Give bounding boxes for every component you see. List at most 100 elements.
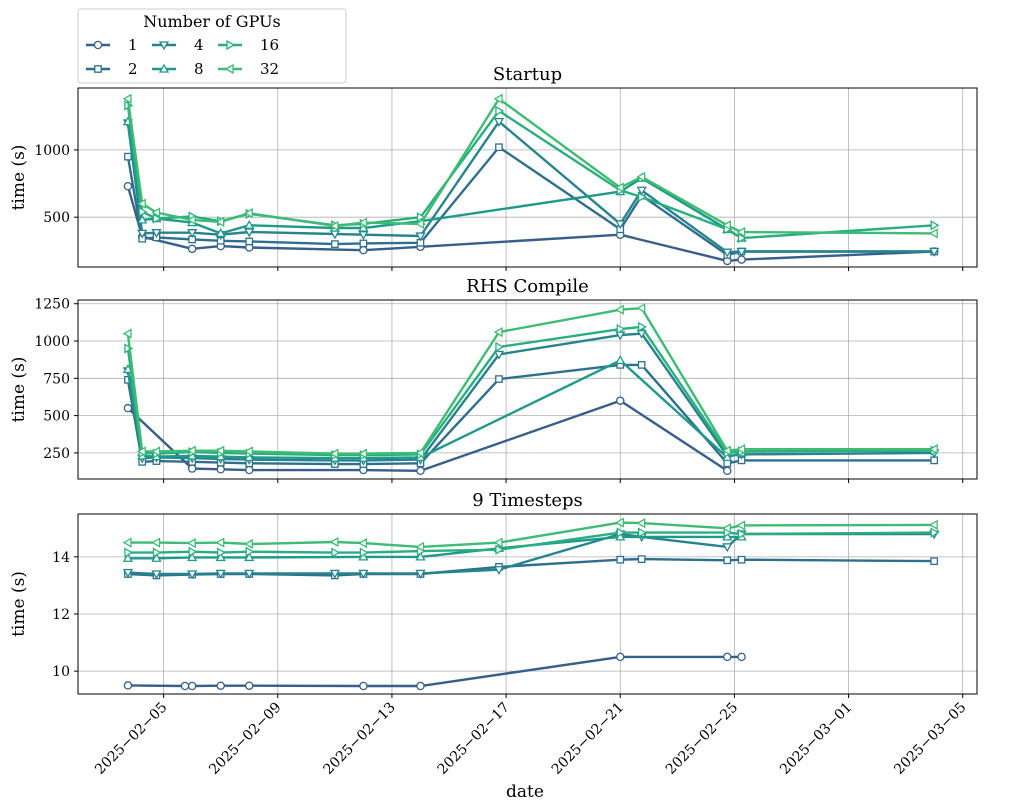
y-tick-label: 14 xyxy=(52,550,70,566)
data-point xyxy=(244,552,255,562)
y-tick-label: 12 xyxy=(52,607,70,623)
data-point xyxy=(152,547,162,558)
x-axis-label: date xyxy=(506,782,544,802)
x-tick-label: 2025−03−05 xyxy=(891,700,969,778)
legend-marker xyxy=(93,40,103,50)
data-point xyxy=(723,466,732,476)
data-point xyxy=(136,446,146,457)
x-axis-tick-labels: 2025−02−05 2025−02−09 2025−02−13 2025−02−17… xyxy=(92,700,969,778)
data-point xyxy=(331,547,341,558)
data-point xyxy=(615,220,626,230)
data-point xyxy=(493,566,505,576)
data-point xyxy=(136,198,146,209)
data-point xyxy=(359,681,368,691)
series-line xyxy=(126,332,935,462)
series-4-gpus xyxy=(122,117,940,258)
axes-frame xyxy=(77,299,978,480)
y-axis-label: time (s) xyxy=(9,357,29,423)
legend-marker xyxy=(226,39,236,51)
data-point xyxy=(416,466,425,476)
legend-item-16: 16 xyxy=(218,36,279,54)
data-point xyxy=(638,321,647,332)
data-point xyxy=(722,248,733,258)
data-point xyxy=(721,445,731,456)
y-tick-label: 500 xyxy=(43,409,70,425)
legend-item-2: 2 xyxy=(86,60,138,78)
legend-item-4: 4 xyxy=(152,36,204,54)
data-point xyxy=(929,247,940,257)
data-point xyxy=(636,171,646,182)
data-point xyxy=(736,226,746,238)
data-point xyxy=(151,570,162,580)
series-32-gpus xyxy=(122,93,938,239)
data-point xyxy=(243,208,253,219)
data-point xyxy=(930,527,940,538)
data-point xyxy=(244,681,254,690)
data-point xyxy=(215,445,225,456)
legend-marker xyxy=(158,41,170,51)
data-point xyxy=(358,569,369,579)
legend-label: 1 xyxy=(128,36,138,54)
data-point xyxy=(151,552,162,562)
legend-frame xyxy=(77,8,347,84)
data-point xyxy=(616,396,625,405)
series-line xyxy=(127,399,728,472)
data-point xyxy=(243,446,253,457)
legend-item-32: 32 xyxy=(218,60,279,78)
data-point xyxy=(138,206,148,217)
series-1-gpus xyxy=(123,396,732,476)
data-point xyxy=(416,681,425,691)
data-point xyxy=(638,191,647,203)
legend-label: 16 xyxy=(260,36,279,54)
data-point xyxy=(736,520,746,531)
data-point xyxy=(493,93,503,104)
subplot-3: 10 12 14 9 Timesteps time (s) xyxy=(9,490,978,698)
data-point xyxy=(614,304,624,315)
data-point xyxy=(495,341,505,353)
legend-item-8: 8 xyxy=(152,60,204,78)
data-point xyxy=(216,681,225,690)
series-2-gpus xyxy=(124,143,939,259)
data-point xyxy=(723,652,732,662)
data-point xyxy=(359,547,369,558)
data-point xyxy=(151,207,161,218)
data-point xyxy=(137,214,148,224)
data-point xyxy=(722,543,733,553)
data-point xyxy=(493,326,503,338)
series-line xyxy=(127,521,935,549)
legend-marker xyxy=(94,65,102,73)
data-point xyxy=(244,465,254,475)
data-point xyxy=(187,244,197,254)
data-point xyxy=(495,544,505,555)
data-point xyxy=(358,231,369,241)
legend-label: 8 xyxy=(194,60,204,78)
x-tick-label: 2025−02−21 xyxy=(549,700,627,778)
data-point xyxy=(187,570,198,580)
data-point xyxy=(723,556,732,565)
legend-title: Number of GPUs xyxy=(143,12,281,31)
subplot-title: Startup xyxy=(493,64,562,85)
subplot-title: RHS Compile xyxy=(466,276,589,297)
data-point xyxy=(245,237,254,246)
data-point xyxy=(416,212,426,223)
data-point xyxy=(245,546,255,557)
data-point xyxy=(736,247,747,257)
data-point xyxy=(122,537,132,548)
data-point xyxy=(188,546,198,557)
data-point xyxy=(244,228,255,238)
data-point xyxy=(187,229,198,238)
series-1-gpus xyxy=(123,652,746,691)
data-point xyxy=(152,213,162,224)
data-point xyxy=(415,541,425,552)
data-point xyxy=(930,557,939,565)
x-tick-label: 2025−02−13 xyxy=(320,700,398,778)
legend-label: 2 xyxy=(128,60,138,78)
legend-marker xyxy=(158,63,170,73)
subplot-title: 9 Timesteps xyxy=(472,490,583,511)
data-point xyxy=(244,219,255,229)
data-point xyxy=(637,361,646,369)
data-point xyxy=(137,229,148,239)
data-point xyxy=(737,255,746,264)
data-point xyxy=(186,445,196,456)
data-point xyxy=(736,444,746,455)
